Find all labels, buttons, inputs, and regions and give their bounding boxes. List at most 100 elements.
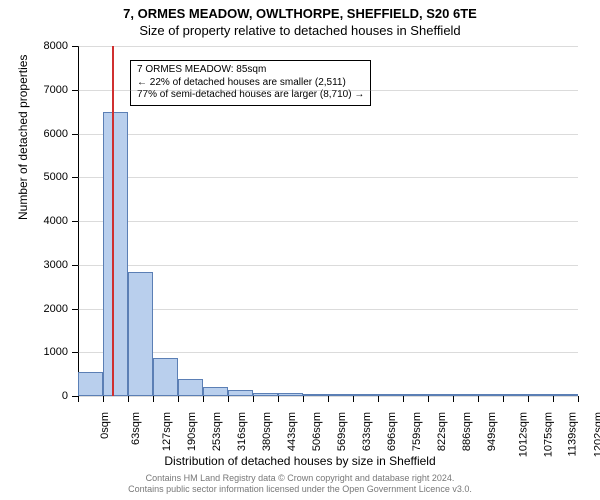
x-tick-label: 316sqm bbox=[236, 412, 248, 451]
y-tick-label: 8000 bbox=[44, 40, 68, 52]
histogram-bar bbox=[428, 394, 453, 396]
x-tick-label: 949sqm bbox=[486, 412, 498, 451]
x-tick-label: 886sqm bbox=[461, 412, 473, 451]
x-tick bbox=[353, 396, 354, 402]
x-tick bbox=[403, 396, 404, 402]
histogram-bar bbox=[478, 394, 503, 396]
x-tick bbox=[503, 396, 504, 402]
x-tick-label: 822sqm bbox=[436, 412, 448, 451]
chart-title-subtitle: Size of property relative to detached ho… bbox=[0, 21, 600, 38]
y-tick-label: 2000 bbox=[44, 303, 68, 315]
y-tick bbox=[72, 177, 78, 178]
x-tick bbox=[303, 396, 304, 402]
x-tick-label: 0sqm bbox=[99, 412, 111, 439]
x-tick-label: 1012sqm bbox=[517, 412, 529, 457]
grid-line bbox=[78, 134, 578, 135]
histogram-bar bbox=[178, 379, 203, 396]
grid-line bbox=[78, 309, 578, 310]
y-tick-label: 1000 bbox=[44, 346, 68, 358]
x-tick-label: 63sqm bbox=[130, 412, 142, 445]
histogram-bar bbox=[203, 387, 228, 396]
x-tick bbox=[578, 396, 579, 402]
footer-line1: Contains HM Land Registry data © Crown c… bbox=[0, 473, 600, 485]
x-tick-label: 696sqm bbox=[386, 412, 398, 451]
histogram-bar bbox=[503, 394, 528, 396]
x-tick bbox=[253, 396, 254, 402]
y-tick-label: 0 bbox=[62, 390, 68, 402]
histogram-bar bbox=[528, 394, 553, 396]
histogram-bar bbox=[253, 393, 278, 397]
annotation-line3: 77% of semi-detached houses are larger (… bbox=[137, 89, 364, 102]
x-tick bbox=[153, 396, 154, 402]
x-tick-label: 506sqm bbox=[311, 412, 323, 451]
histogram-bar bbox=[328, 394, 353, 396]
histogram-bar bbox=[103, 112, 128, 396]
y-tick bbox=[72, 309, 78, 310]
histogram-bar bbox=[228, 390, 253, 396]
histogram-bar bbox=[278, 393, 303, 396]
y-tick-label: 3000 bbox=[44, 259, 68, 271]
x-tick-label: 1139sqm bbox=[566, 412, 578, 456]
y-tick bbox=[72, 221, 78, 222]
y-tick bbox=[72, 134, 78, 135]
annotation-line1: 7 ORMES MEADOW: 85sqm bbox=[137, 64, 364, 77]
x-tick bbox=[278, 396, 279, 402]
plot-area: 7 ORMES MEADOW: 85sqm ← 22% of detached … bbox=[78, 46, 578, 396]
x-tick bbox=[553, 396, 554, 402]
x-tick-label: 443sqm bbox=[286, 412, 298, 451]
x-tick-label: 190sqm bbox=[186, 412, 198, 451]
x-tick-label: 127sqm bbox=[161, 412, 173, 451]
x-tick-label: 1202sqm bbox=[592, 412, 600, 457]
x-tick-label: 1075sqm bbox=[542, 412, 554, 457]
y-tick-label: 6000 bbox=[44, 128, 68, 140]
x-tick bbox=[203, 396, 204, 402]
x-tick bbox=[78, 396, 79, 402]
footer: Contains HM Land Registry data © Crown c… bbox=[0, 473, 600, 496]
histogram-bar bbox=[303, 394, 328, 396]
y-axis-label: Number of detached properties bbox=[16, 55, 30, 220]
x-tick bbox=[453, 396, 454, 402]
y-tick-label: 7000 bbox=[44, 84, 68, 96]
y-tick bbox=[72, 46, 78, 47]
x-tick bbox=[428, 396, 429, 402]
x-tick bbox=[528, 396, 529, 402]
x-tick-label: 380sqm bbox=[261, 412, 273, 451]
grid-line bbox=[78, 90, 578, 91]
chart-title-address: 7, ORMES MEADOW, OWLTHORPE, SHEFFIELD, S… bbox=[0, 0, 600, 21]
x-tick bbox=[228, 396, 229, 402]
grid-line bbox=[78, 46, 578, 47]
x-tick bbox=[128, 396, 129, 402]
x-tick-label: 569sqm bbox=[336, 412, 348, 451]
x-tick-label: 633sqm bbox=[361, 412, 373, 451]
grid-line bbox=[78, 265, 578, 266]
footer-line2: Contains public sector information licen… bbox=[0, 484, 600, 496]
x-tick bbox=[328, 396, 329, 402]
histogram-bar bbox=[553, 394, 578, 396]
histogram-bar bbox=[78, 372, 103, 397]
x-tick bbox=[178, 396, 179, 402]
grid-line bbox=[78, 352, 578, 353]
histogram-bar bbox=[128, 272, 153, 396]
x-tick bbox=[478, 396, 479, 402]
x-tick-label: 759sqm bbox=[411, 412, 423, 451]
annotation-line2: ← 22% of detached houses are smaller (2,… bbox=[137, 77, 364, 90]
histogram-bar bbox=[403, 394, 428, 396]
y-tick-label: 4000 bbox=[44, 215, 68, 227]
chart-container: 7, ORMES MEADOW, OWLTHORPE, SHEFFIELD, S… bbox=[0, 0, 600, 500]
x-tick bbox=[378, 396, 379, 402]
y-tick bbox=[72, 352, 78, 353]
grid-line bbox=[78, 177, 578, 178]
y-tick bbox=[72, 90, 78, 91]
x-axis-label: Distribution of detached houses by size … bbox=[0, 454, 600, 468]
histogram-bar bbox=[378, 394, 403, 396]
x-tick-label: 253sqm bbox=[211, 412, 223, 451]
annotation-box: 7 ORMES MEADOW: 85sqm ← 22% of detached … bbox=[130, 60, 371, 106]
histogram-bar bbox=[153, 358, 178, 396]
histogram-bar bbox=[353, 394, 378, 396]
histogram-bar bbox=[453, 394, 478, 396]
x-tick bbox=[103, 396, 104, 402]
y-tick bbox=[72, 265, 78, 266]
property-marker-line bbox=[112, 46, 114, 396]
grid-line bbox=[78, 221, 578, 222]
y-tick-label: 5000 bbox=[44, 171, 68, 183]
